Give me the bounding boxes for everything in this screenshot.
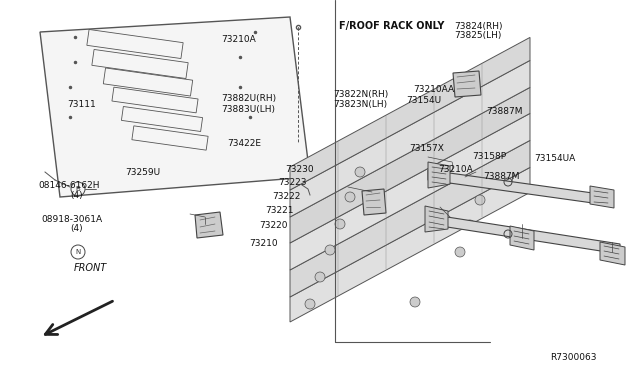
Text: (4): (4): [70, 191, 83, 200]
Polygon shape: [428, 170, 600, 204]
Circle shape: [305, 299, 315, 309]
Text: 73882U(RH): 73882U(RH): [221, 94, 276, 103]
Text: 73158P: 73158P: [472, 152, 506, 161]
Text: 73230: 73230: [285, 165, 314, 174]
Polygon shape: [290, 113, 530, 270]
Bar: [92, 49, 188, 78]
Polygon shape: [290, 167, 530, 322]
Polygon shape: [425, 206, 448, 232]
Text: 73223: 73223: [278, 178, 307, 187]
Text: 73210: 73210: [250, 239, 278, 248]
Text: 73887M: 73887M: [483, 172, 520, 181]
Text: F/ROOF RACK ONLY: F/ROOF RACK ONLY: [339, 21, 445, 31]
Text: 73422E: 73422E: [227, 139, 261, 148]
Text: 73221: 73221: [266, 206, 294, 215]
Text: 08146-6162H: 08146-6162H: [38, 182, 100, 190]
Circle shape: [410, 297, 420, 307]
Polygon shape: [428, 214, 620, 254]
Text: 73210AA: 73210AA: [413, 85, 454, 94]
Text: FRONT: FRONT: [74, 263, 107, 273]
Text: 73822N(RH): 73822N(RH): [333, 90, 388, 99]
Polygon shape: [590, 186, 614, 208]
Polygon shape: [600, 242, 625, 265]
Circle shape: [475, 195, 485, 205]
Bar: [112, 87, 198, 113]
Circle shape: [315, 272, 325, 282]
Text: 73111: 73111: [67, 100, 96, 109]
Text: (4): (4): [70, 224, 83, 233]
Circle shape: [325, 245, 335, 255]
Polygon shape: [292, 177, 304, 191]
Bar: [132, 126, 208, 150]
Text: N: N: [76, 249, 81, 255]
Polygon shape: [428, 162, 450, 188]
Polygon shape: [40, 17, 310, 197]
Circle shape: [345, 192, 355, 202]
Bar: [103, 68, 193, 96]
Polygon shape: [453, 71, 481, 97]
Text: R7300063: R7300063: [550, 353, 597, 362]
Text: 73154U: 73154U: [406, 96, 442, 105]
Text: 08918-3061A: 08918-3061A: [42, 215, 103, 224]
Text: 73883U(LH): 73883U(LH): [221, 105, 275, 114]
Text: 73210A: 73210A: [221, 35, 255, 44]
Text: 73210A: 73210A: [438, 165, 473, 174]
Polygon shape: [290, 60, 530, 217]
Text: 73157X: 73157X: [410, 144, 444, 153]
Circle shape: [355, 167, 365, 177]
Text: 73154UA: 73154UA: [534, 154, 575, 163]
Polygon shape: [195, 212, 223, 238]
Circle shape: [465, 220, 475, 230]
Text: 73222: 73222: [272, 192, 300, 201]
Text: 73824(RH): 73824(RH): [454, 22, 503, 31]
Text: 73259U: 73259U: [125, 169, 160, 177]
Text: 73220: 73220: [259, 221, 288, 230]
Polygon shape: [510, 226, 534, 250]
Bar: [87, 29, 183, 58]
Polygon shape: [290, 140, 530, 297]
Circle shape: [335, 219, 345, 229]
Text: 73825(LH): 73825(LH): [454, 31, 502, 40]
Text: 73887M: 73887M: [486, 107, 523, 116]
Text: 73823N(LH): 73823N(LH): [333, 100, 387, 109]
Text: B: B: [76, 186, 81, 192]
Bar: [122, 106, 203, 131]
Polygon shape: [290, 87, 530, 243]
Circle shape: [455, 247, 465, 257]
Polygon shape: [290, 38, 530, 190]
Polygon shape: [362, 189, 386, 215]
